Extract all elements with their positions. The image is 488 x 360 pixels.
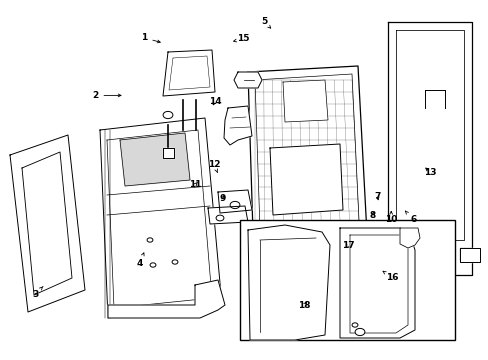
Polygon shape xyxy=(269,144,342,215)
Circle shape xyxy=(354,328,364,336)
Text: 1: 1 xyxy=(141,33,160,43)
Polygon shape xyxy=(207,206,247,224)
Text: 14: 14 xyxy=(208,97,221,106)
Polygon shape xyxy=(251,260,369,300)
Circle shape xyxy=(147,238,153,242)
Text: 7: 7 xyxy=(373,192,380,201)
Polygon shape xyxy=(283,80,327,122)
Text: 3: 3 xyxy=(32,287,43,299)
Circle shape xyxy=(216,215,224,221)
Text: 9: 9 xyxy=(219,194,225,203)
Text: 16: 16 xyxy=(382,271,398,282)
Polygon shape xyxy=(224,106,251,145)
Circle shape xyxy=(389,244,400,252)
Text: 18: 18 xyxy=(297,301,310,310)
Polygon shape xyxy=(247,225,329,340)
Polygon shape xyxy=(247,66,369,298)
Polygon shape xyxy=(163,148,174,158)
Polygon shape xyxy=(399,228,419,248)
Circle shape xyxy=(150,263,156,267)
Circle shape xyxy=(379,248,389,256)
Text: 8: 8 xyxy=(369,211,375,220)
Polygon shape xyxy=(459,248,479,262)
Polygon shape xyxy=(387,22,471,275)
Bar xyxy=(240,220,454,340)
Circle shape xyxy=(246,224,256,231)
Text: 2: 2 xyxy=(92,91,121,100)
Polygon shape xyxy=(22,152,72,295)
Text: 12: 12 xyxy=(207,161,220,172)
Polygon shape xyxy=(163,50,215,96)
Polygon shape xyxy=(218,190,251,213)
Text: 11: 11 xyxy=(189,180,202,189)
Text: 5: 5 xyxy=(261,17,270,28)
Text: 6: 6 xyxy=(405,211,415,224)
Polygon shape xyxy=(234,72,262,88)
Circle shape xyxy=(163,111,173,118)
Polygon shape xyxy=(100,118,222,318)
Polygon shape xyxy=(108,280,224,318)
Text: 15: 15 xyxy=(233,34,249,43)
Polygon shape xyxy=(339,228,414,338)
Circle shape xyxy=(172,260,178,264)
Circle shape xyxy=(398,233,410,243)
Circle shape xyxy=(368,237,381,247)
Circle shape xyxy=(230,201,240,208)
Polygon shape xyxy=(10,135,85,312)
Polygon shape xyxy=(120,133,190,186)
Text: 13: 13 xyxy=(423,167,436,176)
Text: 17: 17 xyxy=(341,241,354,250)
Circle shape xyxy=(373,255,381,261)
Circle shape xyxy=(351,323,357,327)
Text: 4: 4 xyxy=(136,253,144,268)
Polygon shape xyxy=(345,228,372,262)
Text: 10: 10 xyxy=(384,212,397,224)
